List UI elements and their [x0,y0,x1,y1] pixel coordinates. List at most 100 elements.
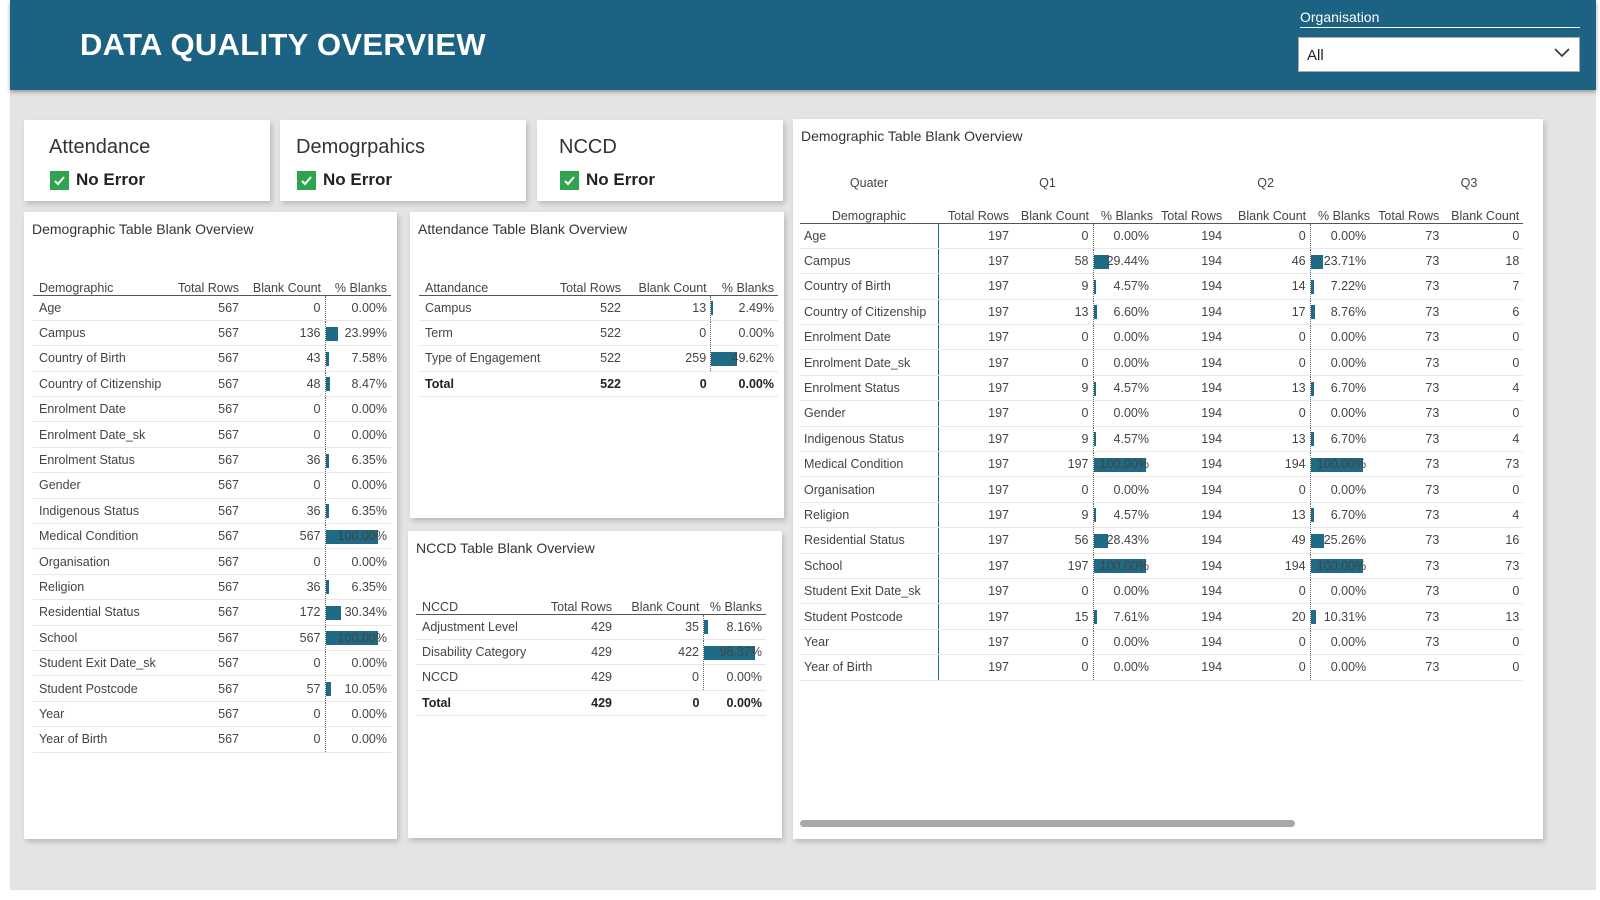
column-header[interactable]: Total Rows [541,583,616,615]
table-row[interactable]: Gender 567 0 0.00% [33,472,391,499]
table-row[interactable]: Student Exit Date_sk 567 0 0.00% [33,650,391,677]
table-row[interactable]: Country of Citizenship 197 13 6.60% 194 17 8.7… [800,299,1524,326]
table-row[interactable]: Type of Engagement 522 259 49.62% [419,345,778,372]
total-rows-cell: 73 [1374,223,1444,249]
table-row[interactable]: Residential Status 197 56 28.43% 194 49 25.26%… [800,527,1524,554]
column-header[interactable]: % Blanks [703,583,766,615]
table-row[interactable]: Enrolment Status 197 9 4.57% 194 13 6.70% 73 4 [800,375,1524,402]
table-row[interactable]: Disability Category 429 422 98.37% [416,639,766,666]
kpi-title: Attendance [49,136,151,158]
column-header[interactable]: Total Rows [173,264,243,296]
table-row[interactable]: Medical Condition 197 197 100.00% 194 194 100.… [800,451,1524,478]
table-row[interactable]: Student Exit Date_sk 197 0 0.00% 194 0 0.00% 73… [800,578,1524,605]
table-row[interactable]: Campus 567 136 23.99% [33,320,391,347]
column-header[interactable]: Blank Count [1443,194,1524,224]
table-row[interactable]: Gender 197 0 0.00% 194 0 0.00% 73 0 [800,400,1524,427]
total-rows-cell: 194 [1157,553,1227,579]
row-label: Enrolment Date_sk [33,421,173,448]
blank-count-cell: 20 [1226,603,1311,630]
table-row[interactable]: Medical Condition 567 567 100.00% [33,523,391,550]
row-label: Year [800,629,939,656]
column-header[interactable]: Demographic [33,264,173,296]
percent-text: 7.22% [1330,279,1367,294]
table-row[interactable]: Campus 197 58 29.44% 194 46 23.71% 73 18 [800,248,1524,275]
data-bar [325,605,342,620]
table-row[interactable]: Student Postcode 567 57 10.05% [33,675,391,702]
table-row[interactable]: School 197 197 100.00% 194 194 100.00% 73 73 [800,553,1524,579]
data-bar [1093,381,1096,396]
row-label: Residential Status [800,527,939,554]
blank-count-cell: 0 [1443,629,1524,656]
column-header[interactable]: Total Rows [938,194,1013,224]
percent-blank-cell: 0.00% [1309,654,1375,681]
column-header[interactable]: Blank Count [616,583,704,615]
percent-text: 0.00% [351,427,387,442]
table-row[interactable]: Organisation 197 0 0.00% 194 0 0.00% 73 0 [800,476,1524,503]
column-header[interactable]: NCCD [416,583,541,615]
horizontal-scrollbar[interactable] [800,820,1295,827]
table-row[interactable]: Student Postcode 197 15 7.61% 194 20 10.31% 73 1… [800,603,1524,630]
table-row[interactable]: Religion 567 36 6.35% [33,574,391,601]
table-row[interactable]: Organisation 567 0 0.00% [33,548,391,575]
attendance-table: Attandance Total Rows Blank Count % Blan… [419,264,778,398]
table-row[interactable]: School 567 567 100.00% [33,625,391,651]
percent-blank-cell: 0.00% [324,701,391,728]
table-row[interactable]: Country of Citizenship 567 48 8.47% [33,371,391,398]
table-row[interactable]: Age 197 0 0.00% 194 0 0.00% 73 0 [800,223,1524,249]
table-row[interactable]: Age 567 0 0.00% [33,295,391,321]
column-header[interactable]: Total Rows [551,264,625,296]
column-header[interactable]: Total Rows [1157,194,1227,224]
table-row[interactable]: Campus 522 13 2.49% [419,295,778,321]
data-bar [1310,381,1315,396]
total-rows-cell: 567 [173,701,243,728]
total-rows-cell: 197 [938,451,1013,478]
table-row[interactable]: NCCD 429 0 0.00% [416,664,766,691]
column-header[interactable]: Blank Count [1226,194,1311,224]
table-row[interactable]: Religion 197 9 4.57% 194 13 6.70% 73 4 [800,502,1524,529]
row-label: Student Postcode [33,675,173,702]
table-row[interactable]: Indigenous Status 567 36 6.35% [33,498,391,525]
table-row[interactable]: Enrolment Date 197 0 0.00% 194 0 0.00% 73 0 [800,324,1524,351]
quarter-header[interactable]: Q1 [1039,175,1056,190]
data-bar [1093,559,1146,574]
quarter-header[interactable]: Q3 [1460,175,1478,190]
percent-blank-cell: 0.00% [324,726,391,753]
column-header[interactable]: Attandance [419,264,552,296]
table-row[interactable]: Adjustment Level 429 35 8.16% [416,614,766,640]
quarterly-demographic-blank-overview-visual: Demographic Table Blank Overview Quater … [793,119,1543,839]
row-label: Organisation [800,476,939,503]
column-header[interactable]: Total Rows [1374,194,1444,224]
column-header[interactable]: % Blanks [1093,194,1157,224]
quarter-header[interactable]: Q2 [1257,175,1274,190]
column-header[interactable]: Demographic [800,194,938,224]
table-row[interactable]: Country of Birth 567 43 7.58% [33,345,391,372]
row-label: Campus [800,248,939,275]
table-row[interactable]: Year of Birth 567 0 0.00% [33,726,391,753]
total-rows-cell: 73 [1374,629,1444,656]
column-header[interactable]: Blank Count [243,264,325,296]
table-row[interactable]: Year 567 0 0.00% [33,701,391,728]
table-row[interactable]: Year of Birth 197 0 0.00% 194 0 0.00% 73 0 [800,654,1524,681]
blank-count-cell: 0 [1226,476,1311,503]
total-rows-cell: 73 [1374,400,1444,427]
table-row[interactable]: Enrolment Date 567 0 0.00% [33,396,391,423]
organisation-slicer-dropdown[interactable]: All [1298,37,1580,72]
row-label: School [33,625,173,651]
table-row[interactable]: Enrolment Date_sk 197 0 0.00% 194 0 0.00% 73 0 [800,349,1524,376]
column-header[interactable]: % Blanks [325,264,391,296]
table-row[interactable]: Year 197 0 0.00% 194 0 0.00% 73 0 [800,629,1524,656]
table-row[interactable]: Enrolment Date_sk 567 0 0.00% [33,421,391,448]
column-header[interactable]: Blank Count [625,264,711,296]
table-row[interactable]: Residential Status 567 172 30.34% [33,599,391,626]
column-header[interactable]: Blank Count [1013,194,1093,224]
total-rows-cell: 194 [1157,603,1227,630]
percent-text: 23.71% [1323,254,1367,269]
table-row[interactable]: Indigenous Status 197 9 4.57% 194 13 6.70% 73 4 [800,426,1524,453]
column-header[interactable]: % Blanks [710,264,778,296]
table-row[interactable]: Country of Birth 197 9 4.57% 194 14 7.22% 73 7 [800,273,1524,300]
table-row[interactable]: Enrolment Status 567 36 6.35% [33,447,391,474]
table-row[interactable]: Term 522 0 0.00% [419,320,778,347]
column-header[interactable]: % Blanks [1310,194,1375,224]
total-rows-cell: 522 [551,345,625,372]
total-rows-cell: 73 [1374,426,1444,453]
